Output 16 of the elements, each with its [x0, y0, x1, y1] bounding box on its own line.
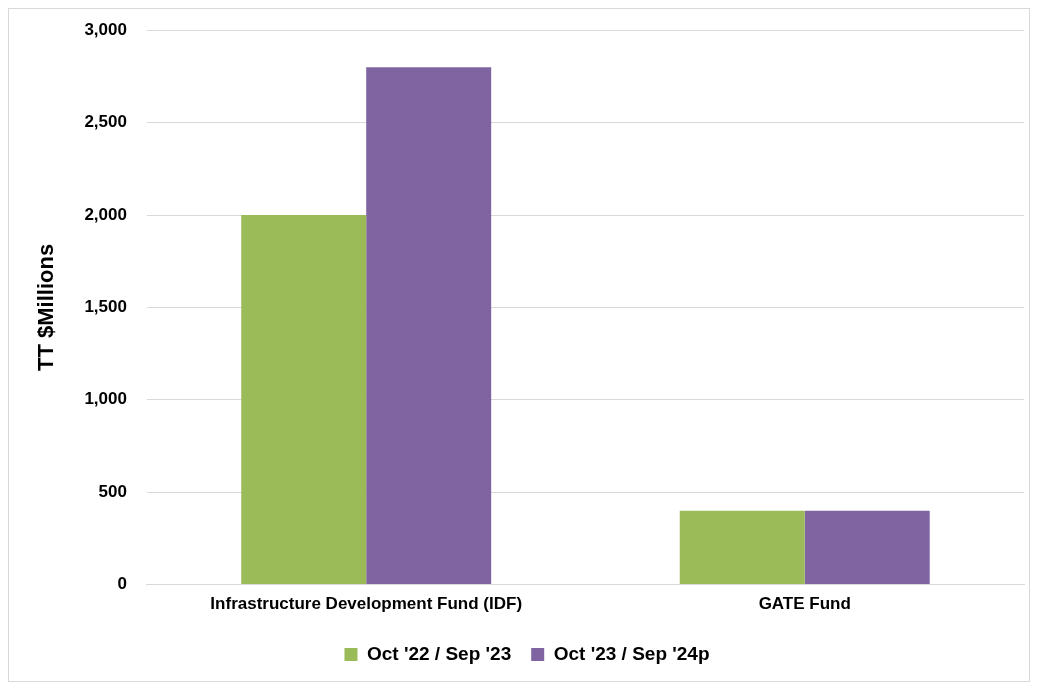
- x-tick-label: GATE Fund: [758, 594, 851, 614]
- y-tick-label: 500: [98, 481, 127, 501]
- legend-label: Oct '23 / Sep '24p: [553, 642, 710, 664]
- y-tick-label: 0: [117, 574, 127, 594]
- legend-label: Oct '22 / Sep '23: [366, 642, 512, 664]
- y-tick-label: 2,000: [84, 204, 127, 224]
- bar: [804, 510, 930, 585]
- x-tick-label: Infrastructure Development Fund (IDF): [210, 594, 523, 614]
- y-tick-label: 2,500: [84, 112, 127, 132]
- bar: [679, 510, 805, 585]
- y-tick-label: 1,000: [84, 389, 127, 409]
- y-axis-title: TT $Millions: [33, 243, 59, 371]
- y-tick-label: 1,500: [84, 297, 127, 317]
- y-tick-label: 3,000: [84, 19, 127, 39]
- bar: [241, 215, 367, 585]
- bar: [366, 67, 492, 585]
